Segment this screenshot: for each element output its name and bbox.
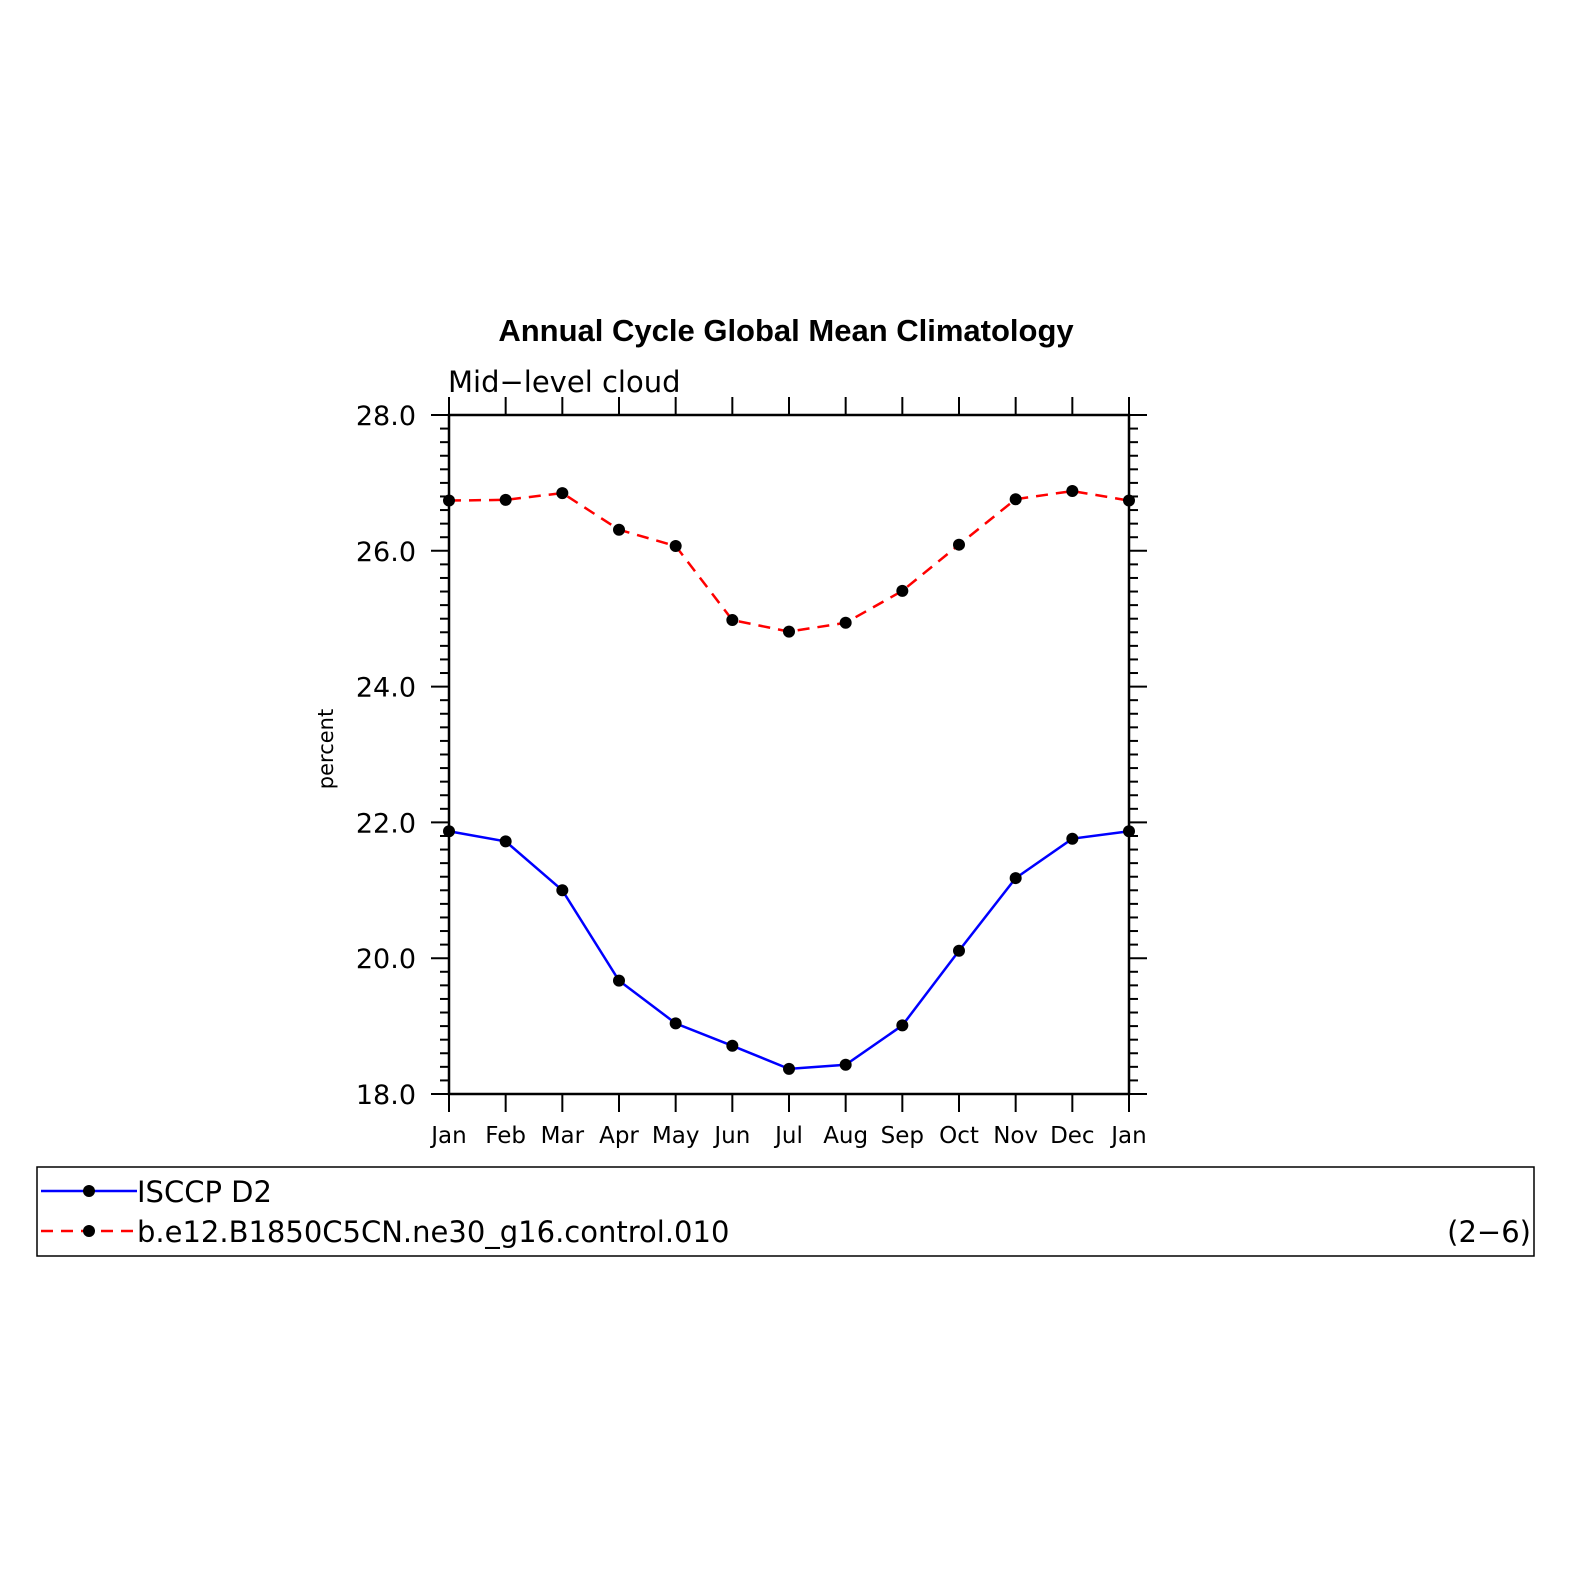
- series-1-point: [1123, 825, 1135, 838]
- series-1-point: [839, 1058, 852, 1071]
- x-tick-label: Oct: [939, 1123, 979, 1149]
- series-2-point: [726, 614, 739, 627]
- series-2-point: [839, 616, 852, 629]
- legend-marker-series-1: [83, 1185, 95, 1197]
- x-tick-label: Jan: [429, 1123, 466, 1149]
- x-tick-label: Jul: [773, 1123, 803, 1149]
- plot-series: [443, 485, 1135, 1075]
- chart-subtitle: Mid−level cloud: [448, 365, 681, 399]
- series-1-point: [783, 1062, 795, 1075]
- legend-box: [36, 1166, 1535, 1257]
- legend-entry-series-2: b.e12.B1850C5CN.ne30_g16.control.010: [41, 1215, 729, 1249]
- series-2-point: [669, 540, 682, 553]
- x-tick-label: Apr: [599, 1123, 639, 1149]
- legend-marker-series-2: [83, 1225, 95, 1237]
- y-tick-label: 26.0: [356, 537, 416, 568]
- series-line-2: [448, 489, 1130, 633]
- series-1-point: [1066, 832, 1079, 845]
- legend-entry-series-1: ISCCP D2: [41, 1175, 272, 1209]
- series-1-point: [669, 1017, 682, 1030]
- series-2-point: [783, 625, 795, 638]
- y-tick-label: 20.0: [356, 944, 416, 975]
- y-axis-label: percent: [314, 709, 338, 789]
- x-tick-label: Dec: [1050, 1123, 1095, 1149]
- series-1-point: [726, 1039, 739, 1052]
- series-2-point: [499, 493, 512, 506]
- series-1-point: [896, 1019, 909, 1032]
- x-tick-label: Jun: [712, 1123, 750, 1149]
- y-tick-label: 22.0: [356, 808, 416, 839]
- series-line-1: [448, 829, 1130, 1071]
- legend: ISCCP D2 b.e12.B1850C5CN.ne30_g16.contro…: [36, 1166, 1535, 1257]
- chart-title: Annual Cycle Global Mean Climatology: [498, 313, 1074, 348]
- series-1-point: [613, 974, 625, 987]
- series-2-point: [1066, 485, 1079, 498]
- plot-axes: 18.0 20.0 22.0 24.0 26.0 28.0 Jan Feb Mar Apr May J…: [356, 397, 1147, 1149]
- series-2-point: [556, 487, 569, 500]
- series-1-point: [499, 835, 512, 848]
- series-1-point: [556, 884, 569, 897]
- panel-label: (2−6): [1447, 1215, 1531, 1249]
- x-tick-label: Sep: [881, 1123, 924, 1149]
- x-tick-label: Aug: [823, 1123, 868, 1149]
- plot-frame: [447, 413, 1131, 1096]
- series-1-point: [443, 825, 455, 838]
- x-tick-label: Nov: [993, 1123, 1038, 1149]
- x-tick-label: Jan: [1109, 1123, 1146, 1149]
- y-tick-label: 24.0: [356, 673, 416, 704]
- series-2-point: [443, 494, 455, 507]
- series-2-point: [1123, 494, 1135, 507]
- series-2-point: [613, 523, 625, 536]
- series-2-point: [953, 538, 965, 551]
- series-2-point: [1009, 493, 1022, 506]
- series-1-point: [953, 944, 965, 957]
- y-tick-label: 28.0: [356, 401, 416, 432]
- series-1-point: [1009, 872, 1022, 885]
- x-tick-label: May: [652, 1123, 700, 1149]
- legend-label-series-2: b.e12.B1850C5CN.ne30_g16.control.010: [137, 1215, 729, 1249]
- legend-label-series-1: ISCCP D2: [137, 1175, 272, 1209]
- x-tick-label: Mar: [541, 1123, 585, 1149]
- y-tick-label: 18.0: [356, 1080, 416, 1111]
- x-tick-label: Feb: [485, 1123, 526, 1149]
- series-2-point: [896, 584, 909, 597]
